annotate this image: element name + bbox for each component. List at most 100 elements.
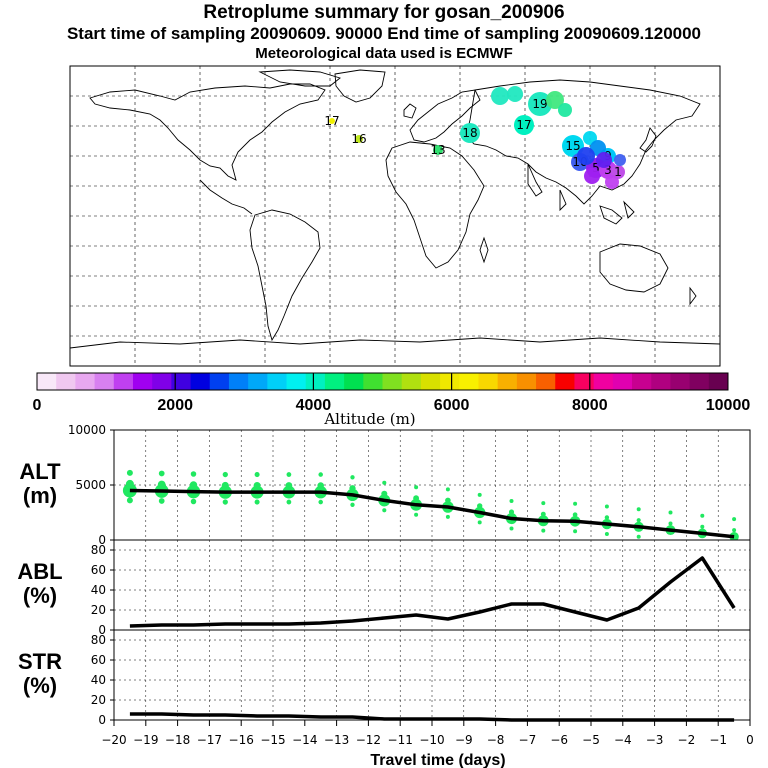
plume-blob bbox=[584, 168, 600, 184]
alt-scatter-point bbox=[158, 498, 165, 504]
x-axis-label: Travel time (days) bbox=[370, 752, 505, 768]
colorbar-tick: 10000 bbox=[706, 397, 751, 414]
alt-scatter-point bbox=[190, 498, 197, 505]
alt-scatter-point bbox=[318, 499, 323, 505]
colorbar-cell bbox=[440, 373, 460, 390]
colorbar-cell bbox=[94, 373, 115, 390]
alt-scatter-point bbox=[668, 510, 673, 515]
alt-scatter-point bbox=[221, 481, 229, 490]
x-tick-label: −10 bbox=[419, 733, 444, 747]
colorbar-cell bbox=[612, 373, 633, 390]
alt-scatter-point bbox=[509, 498, 514, 503]
colorbar-cell bbox=[132, 373, 153, 390]
plume-blob bbox=[507, 86, 523, 102]
map-marker-label: 5 bbox=[592, 161, 600, 175]
plume-blob bbox=[577, 147, 595, 165]
colorbar-cell bbox=[363, 373, 383, 390]
alt-scatter-point bbox=[254, 499, 260, 505]
y-tick-label: 60 bbox=[91, 653, 106, 667]
y-tick-label: 60 bbox=[91, 563, 106, 577]
alt-scatter-point bbox=[540, 511, 546, 517]
colorbar-cell bbox=[516, 373, 537, 390]
map-marker-label: 17 bbox=[516, 118, 531, 132]
map-marker-label: 16 bbox=[351, 132, 366, 146]
map-marker-label: 18 bbox=[462, 126, 477, 140]
alt-scatter-point bbox=[222, 471, 228, 478]
plume-blob bbox=[614, 154, 626, 166]
alt-scatter-point bbox=[572, 512, 578, 518]
alt-scatter-point bbox=[445, 514, 450, 519]
alt-scatter-point bbox=[349, 485, 356, 492]
alt-scatter-point bbox=[285, 482, 293, 489]
colorbar-cell bbox=[324, 373, 345, 390]
x-tick-label: −13 bbox=[324, 733, 349, 747]
map-marker bbox=[460, 123, 480, 143]
alt-scatter-point bbox=[350, 475, 355, 480]
alt-scatter-point bbox=[604, 515, 610, 520]
y-tick-label: 40 bbox=[91, 673, 106, 687]
y-tick-label: 0 bbox=[98, 713, 106, 727]
colorbar-cell bbox=[459, 373, 479, 390]
alt-scatter-point bbox=[350, 502, 355, 507]
colorbar-cell bbox=[75, 373, 96, 390]
alt-scatter-point bbox=[604, 531, 609, 536]
colorbar-cell bbox=[152, 373, 172, 390]
alt-scatter-point bbox=[668, 521, 673, 526]
coastlines bbox=[69, 69, 721, 349]
x-tick-label: 0 bbox=[746, 733, 754, 747]
panel-ylabel: (%) bbox=[23, 673, 57, 698]
x-tick-label: −11 bbox=[388, 733, 413, 747]
alt-scatter-point bbox=[382, 508, 387, 513]
alt-scatter-point bbox=[253, 482, 261, 490]
alt-scatter-point bbox=[382, 480, 387, 485]
x-tick-label: −17 bbox=[197, 733, 222, 747]
colorbar-cell bbox=[286, 373, 307, 390]
x-tick-label: −19 bbox=[133, 733, 158, 747]
colorbar-cell bbox=[593, 373, 614, 390]
alt-scatter-point bbox=[126, 469, 133, 476]
colorbar-cell bbox=[37, 373, 57, 390]
map-marker-label: 19 bbox=[532, 97, 547, 111]
map-marker-label: 3 bbox=[604, 163, 612, 177]
colorbar-cell bbox=[228, 373, 249, 390]
panel-ylabel: (%) bbox=[23, 583, 57, 608]
alt-scatter-point bbox=[254, 472, 260, 478]
x-tick-label: −3 bbox=[646, 733, 664, 747]
colorbar-cell bbox=[632, 373, 652, 390]
colorbar-cell bbox=[113, 373, 134, 390]
panel-ylabel: ALT bbox=[19, 459, 61, 484]
alt-scatter-point bbox=[157, 480, 166, 489]
alt-scatter-point bbox=[508, 509, 515, 515]
map-marker bbox=[355, 135, 363, 143]
x-tick-label: −6 bbox=[550, 733, 568, 747]
alt-scatter-point bbox=[636, 534, 641, 539]
colorbar-cell bbox=[555, 373, 575, 390]
map-marker bbox=[528, 92, 552, 116]
map-marker-label: 15 bbox=[565, 139, 580, 153]
colorbar-cell bbox=[209, 373, 230, 390]
alt-scatter-point bbox=[729, 531, 739, 542]
map-marker bbox=[514, 115, 534, 135]
alt-scatter-point bbox=[573, 501, 578, 506]
x-tick-label: −15 bbox=[260, 733, 285, 747]
alt-scatter-point bbox=[477, 492, 482, 497]
x-tick-label: −18 bbox=[165, 733, 190, 747]
alt-scatter-point bbox=[541, 501, 546, 506]
series-line-abl bbox=[129, 556, 736, 628]
map-marker bbox=[433, 145, 443, 155]
x-tick-label: −7 bbox=[519, 733, 537, 747]
y-tick-label: 40 bbox=[91, 583, 106, 597]
panel-str: 0 20 40 60 80 STR(%) bbox=[18, 629, 751, 727]
map-marker-label: 17 bbox=[324, 114, 339, 128]
colorbar-cell bbox=[420, 373, 441, 390]
y-tick-label: 80 bbox=[91, 543, 106, 557]
colorbar-tick: 8000 bbox=[572, 397, 608, 414]
alt-scatter-point bbox=[445, 487, 450, 492]
x-tick-label: −8 bbox=[487, 733, 505, 747]
alt-scatter-point bbox=[222, 499, 228, 505]
alt-scatter-point bbox=[477, 520, 482, 525]
panel-ylabel: STR bbox=[18, 649, 62, 674]
y-tick-label: 0 bbox=[98, 533, 106, 547]
alt-scatter-point bbox=[190, 471, 197, 477]
colorbar-tick: 4000 bbox=[296, 397, 332, 414]
